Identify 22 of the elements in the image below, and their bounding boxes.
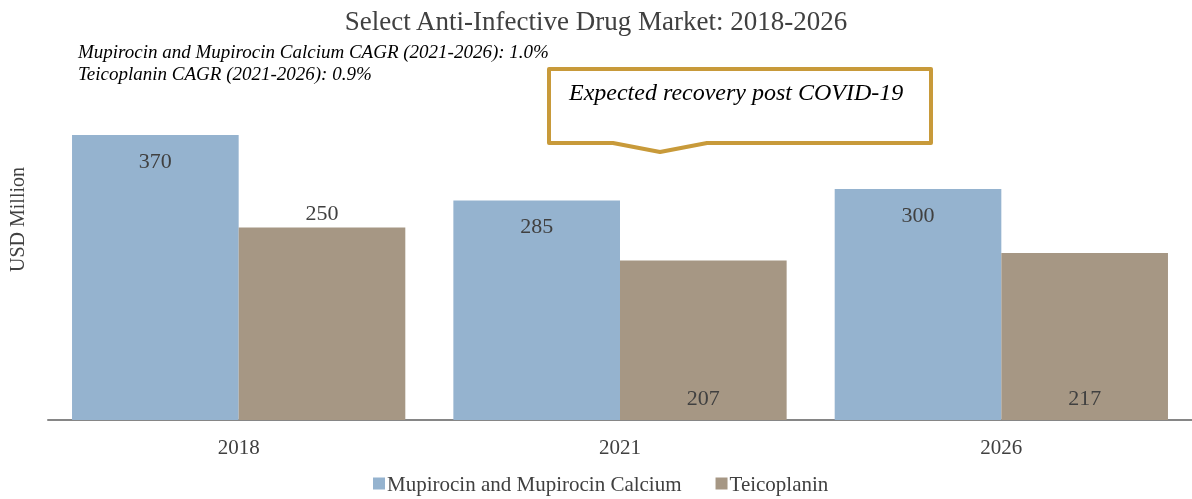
data-label: 217 xyxy=(1068,384,1102,410)
text: Expected recovery post COVID-19 xyxy=(569,79,904,107)
text: Mupirocin and Mupirocin Calcium CAGR (2021-2026): 1.0% xyxy=(78,41,549,63)
legend-label: Teicoplanin xyxy=(729,471,829,496)
bar xyxy=(834,189,1002,420)
data-label: 370 xyxy=(138,147,172,173)
bar xyxy=(620,260,787,420)
y-axis-title: USD Million xyxy=(6,166,28,272)
data-label: 207 xyxy=(686,384,720,410)
x-tick-label: 2021 xyxy=(599,434,641,459)
bar xyxy=(453,200,620,420)
bar xyxy=(72,135,239,420)
data-label: 250 xyxy=(305,200,339,225)
bar xyxy=(238,227,406,420)
legend-label: Mupirocin and Mupirocin Calcium xyxy=(387,471,682,496)
data-label: 285 xyxy=(520,213,554,239)
text: Teicoplanin CAGR (2021-2026): 0.9% xyxy=(78,63,372,85)
x-tick-label: 2018 xyxy=(217,434,260,459)
bar xyxy=(1001,252,1168,420)
chart-title: Select Anti-Infective Drug Market: 2018-2026 xyxy=(344,5,848,36)
x-tick-label: 2026 xyxy=(980,434,1023,459)
data-label: 300 xyxy=(901,201,935,227)
